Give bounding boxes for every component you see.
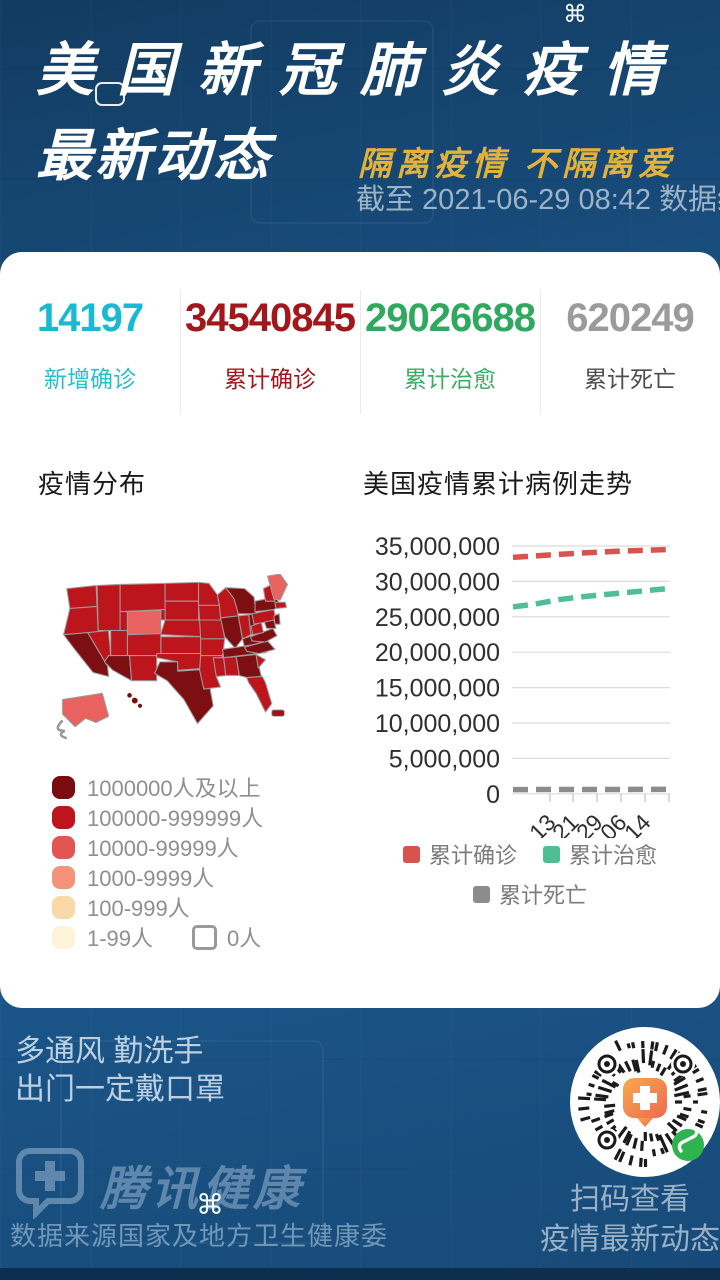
svg-text:30,000,000: 30,000,000	[375, 568, 500, 596]
legend-item: 1-99人 0人	[52, 922, 263, 952]
tencent-health-logo-icon	[16, 1148, 84, 1219]
legend-label: 100-999人	[87, 896, 190, 921]
legend-swatch	[52, 925, 75, 949]
legend-item: 10000-99999人	[52, 832, 263, 862]
legend-swatch	[402, 845, 420, 863]
legend-item: 累计确诊	[402, 838, 517, 870]
svg-text:14: 14	[619, 809, 656, 838]
wechat-mini-program-badge	[672, 1126, 704, 1161]
legend-swatch	[52, 835, 75, 859]
legend-swatch	[52, 895, 75, 919]
svg-text:5,000,000: 5,000,000	[389, 745, 500, 773]
qr-code[interactable]	[569, 1026, 720, 1178]
data-source: 数据来源国家及地方卫生健康委	[10, 1221, 389, 1251]
legend-label: 1-99人	[87, 926, 154, 951]
chart-legend: 累计确诊 累计治愈 累计死亡	[365, 838, 695, 910]
map-section-title: 疫情分布	[38, 469, 147, 499]
us-choropleth-map	[56, 574, 288, 740]
brand-name: 腾讯健康	[100, 1162, 304, 1215]
stat-label: 累计死亡	[584, 366, 676, 392]
legend-item: 100-999人	[52, 892, 263, 922]
divider	[540, 290, 541, 414]
page-title-line1: 美国新冠肺炎疫情	[36, 38, 685, 103]
stat-value: 14197	[36, 296, 144, 340]
qr-caption-line2: 疫情最新动态	[540, 1223, 720, 1256]
stat-value: 29026688	[365, 296, 536, 340]
legend-item: 100000-999999人	[52, 802, 263, 832]
qr-finder-markers	[595, 1052, 695, 1152]
data-card: 14197 新增确诊 34540845 累计确诊 29026688 累计治愈 6…	[0, 252, 720, 1008]
legend-label: 累计治愈	[569, 843, 658, 868]
legend-label: 100000-999999人	[87, 806, 264, 831]
qr-caption-line1: 扫码查看	[570, 1183, 690, 1216]
legend-item: 累计治愈	[543, 838, 657, 870]
tip-line2: 出门一定戴口罩	[15, 1073, 225, 1106]
legend-label: 1000-9999人	[87, 866, 215, 891]
stat-total-recovered: 29026688 累计治愈	[360, 292, 540, 394]
health-tips: 多通风 勤洗手 出门一定戴口罩	[15, 1033, 225, 1109]
legend-label: 1000000人及以上	[87, 776, 261, 801]
legend-item-zero: 0人	[192, 922, 261, 952]
stat-new-confirmed: 14197 新增确诊	[0, 292, 180, 394]
map-legend: 1000000人及以上 100000-999999人 10000-99999人 …	[52, 772, 263, 952]
legend-swatch	[472, 885, 490, 903]
legend-swatch	[192, 924, 217, 950]
aleutian-islands	[56, 719, 68, 740]
divider	[360, 290, 361, 414]
stat-label: 新增确诊	[44, 366, 136, 392]
command-watermark-icon: ⌘	[196, 1189, 224, 1220]
stat-label: 累计治愈	[404, 366, 496, 392]
stat-total-confirmed: 34540845 累计确诊	[180, 292, 360, 394]
legend-label: 10000-99999人	[87, 836, 239, 861]
data-timestamp: 截至 2021-06-29 08:42 数据统计	[356, 184, 720, 216]
bottom-strip	[0, 1268, 720, 1280]
chart-section-title: 美国疫情累计病例走势	[363, 469, 634, 499]
slogan-text: 隔离疫情 不隔离爱	[358, 145, 677, 182]
divider	[180, 290, 181, 414]
health-app-icon	[623, 1078, 667, 1127]
stat-total-deaths: 620249 累计死亡	[540, 292, 720, 394]
svg-text:35,000,000: 35,000,000	[375, 533, 500, 561]
legend-swatch	[52, 775, 75, 799]
legend-item: 1000-9999人	[52, 862, 263, 892]
svg-text:20,000,000: 20,000,000	[375, 639, 500, 667]
legend-swatch	[543, 845, 560, 863]
stat-value: 620249	[566, 296, 694, 340]
qr-caption: 扫码查看 疫情最新动态	[540, 1180, 720, 1260]
stat-label: 累计确诊	[224, 366, 316, 392]
rounded-rect-watermark-icon	[95, 82, 125, 106]
svg-text:15,000,000: 15,000,000	[375, 675, 500, 703]
legend-item: 1000000人及以上	[52, 772, 263, 802]
tip-line1: 多通风 勤洗手	[15, 1035, 204, 1068]
svg-text:10,000,000: 10,000,000	[375, 710, 500, 738]
page-title-line2: 最新动态	[36, 124, 272, 187]
legend-label: 0人	[227, 926, 262, 951]
legend-swatch	[52, 805, 75, 829]
background-pattern	[250, 20, 434, 224]
legend-swatch	[52, 865, 75, 889]
legend-label: 累计确诊	[428, 843, 517, 868]
trend-line-chart: 35,000,000 30,000,000 25,000,000 20,000,000…	[375, 533, 670, 838]
stat-value: 34540845	[185, 296, 356, 340]
legend-item: 累计死亡	[472, 878, 587, 910]
legend-label: 累计死亡	[498, 883, 587, 908]
svg-text:25,000,000: 25,000,000	[375, 604, 500, 632]
svg-text:0: 0	[486, 781, 500, 809]
command-watermark-icon: ⌘	[563, 1, 587, 28]
background-pattern	[60, 1040, 324, 1244]
